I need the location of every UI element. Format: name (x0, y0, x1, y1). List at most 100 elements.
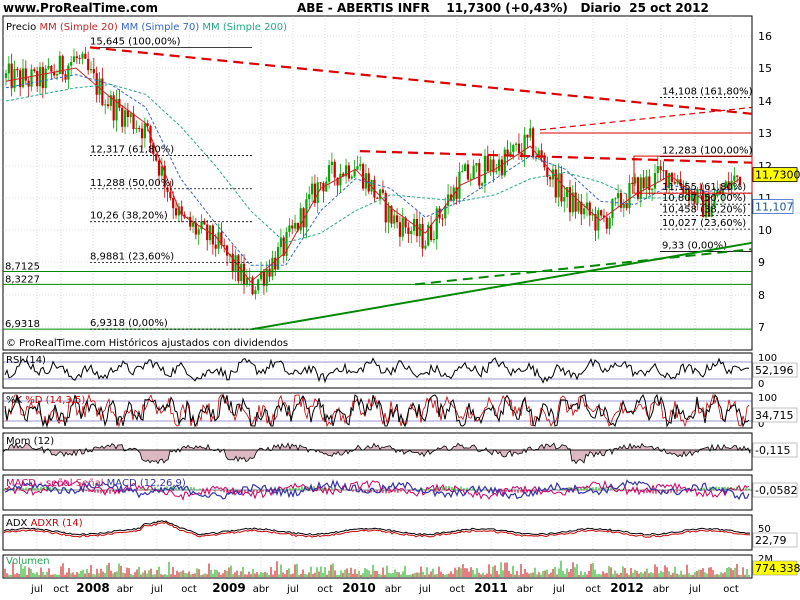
x-axis-label: 2008 (76, 581, 109, 595)
candle-body (174, 208, 178, 216)
mom-label: Mom (12) (6, 436, 54, 447)
candle-body (713, 196, 716, 207)
y-tick-label: 7 (758, 321, 765, 334)
macd-line (4, 478, 750, 501)
candle-body (13, 68, 16, 89)
mom-panel (2, 432, 753, 471)
candle-body (398, 222, 402, 237)
last-price-box (752, 167, 798, 183)
x-axis-label: jul (286, 584, 299, 595)
candle-body (61, 55, 64, 75)
candle-body (279, 237, 282, 248)
y-tick-label: 10 (758, 224, 772, 237)
x-axis-label: abr (253, 584, 270, 595)
candle-body (469, 178, 472, 180)
candle-body (594, 214, 597, 231)
candle-body (359, 164, 362, 167)
candle-body (631, 182, 634, 184)
candle-body (472, 165, 475, 179)
candle-body (577, 201, 580, 212)
candle-body (106, 104, 110, 107)
x-axis-label: jul (552, 584, 565, 595)
volume-value: 774.338 (755, 562, 800, 575)
rsi-tick: 100 (758, 353, 777, 364)
candle-body (427, 224, 430, 246)
site-name[interactable]: www.ProRealTime.com (3, 1, 158, 15)
candle-body (532, 128, 535, 158)
adx-tick: 50 (758, 524, 771, 535)
upper-channel-line (539, 106, 753, 131)
candle-body (424, 245, 427, 249)
candle-body (214, 244, 217, 249)
x-axis-label: oct (585, 584, 601, 595)
fib-label: 6,9318 (0,00%) (90, 318, 168, 329)
candle-body (673, 182, 676, 184)
candle-body (353, 169, 356, 177)
candle-body (81, 53, 84, 59)
candle-body (390, 206, 393, 224)
candle-body (619, 192, 623, 208)
candle-body (231, 253, 234, 271)
candle-body (478, 163, 481, 186)
candle-body (138, 128, 141, 130)
stoch-value: 34,715 (755, 409, 794, 422)
fib-label: 15,645 (100,00%) (90, 36, 181, 47)
macd-value-box (752, 482, 798, 498)
x-axis-label: 2009 (212, 581, 245, 595)
candle-body (123, 110, 127, 127)
candle-body (132, 113, 135, 130)
candle-body (724, 181, 727, 189)
y-tick-label: 14 (758, 95, 772, 108)
candle-body (157, 160, 161, 176)
candle-body (152, 142, 155, 155)
fib2-label: 14,108 (161,80%) (662, 86, 753, 97)
mom-value-box (752, 442, 798, 458)
candle-body (642, 177, 645, 189)
candle-body (282, 237, 285, 256)
legend-item-1: MM (Simple 20) (36, 22, 118, 33)
candle-body (432, 239, 436, 241)
candle-body (464, 164, 467, 172)
support-level-label: 8,7125 (5, 261, 40, 272)
candle-body (53, 71, 56, 76)
candle-body (180, 206, 183, 215)
support-level-label: 6,9318 (5, 319, 40, 330)
candle-body (645, 176, 648, 189)
macd-label: MACD - señal Señal MACD (12,26,9) (6, 478, 186, 489)
candle-body (240, 263, 243, 282)
price-legend: Precio MM (Simple 20) MM (Simple 70) MM … (6, 22, 287, 33)
candle-body (291, 225, 294, 229)
candle-body (121, 107, 124, 127)
candle-body (223, 245, 226, 247)
fib2-label: 10,458 (38,20%) (662, 204, 746, 215)
candle-body (319, 182, 322, 184)
candle-body (481, 183, 484, 186)
candle-body (563, 197, 566, 202)
candle-body (602, 215, 606, 218)
candle-body (67, 65, 70, 80)
candle-body (16, 68, 19, 71)
x-axis-label: abr (653, 584, 670, 595)
fib-zone-box (633, 155, 753, 194)
x-axis-label: abr (517, 584, 534, 595)
stoch-tick: 0 (758, 419, 764, 430)
candle-body (736, 175, 739, 177)
stoch-panel (2, 392, 753, 429)
macd-label-a: MACD - señal (6, 478, 76, 489)
candle-body (327, 165, 331, 182)
fib-label: 12,317 (61,80%) (90, 145, 174, 156)
candle-body (347, 165, 351, 179)
candle-body (639, 177, 642, 200)
candle-body (634, 177, 637, 184)
candle-body (378, 189, 382, 199)
candle-body (237, 255, 240, 282)
candle-body (668, 173, 671, 189)
candle-body (625, 203, 628, 209)
candle-body (404, 217, 407, 228)
stoch-k-label: %K (6, 395, 25, 406)
candle-body (710, 206, 713, 217)
candle-body (234, 255, 237, 271)
stoch-d-label: %D (14,3,5) (25, 395, 85, 406)
candle-body (583, 208, 586, 215)
